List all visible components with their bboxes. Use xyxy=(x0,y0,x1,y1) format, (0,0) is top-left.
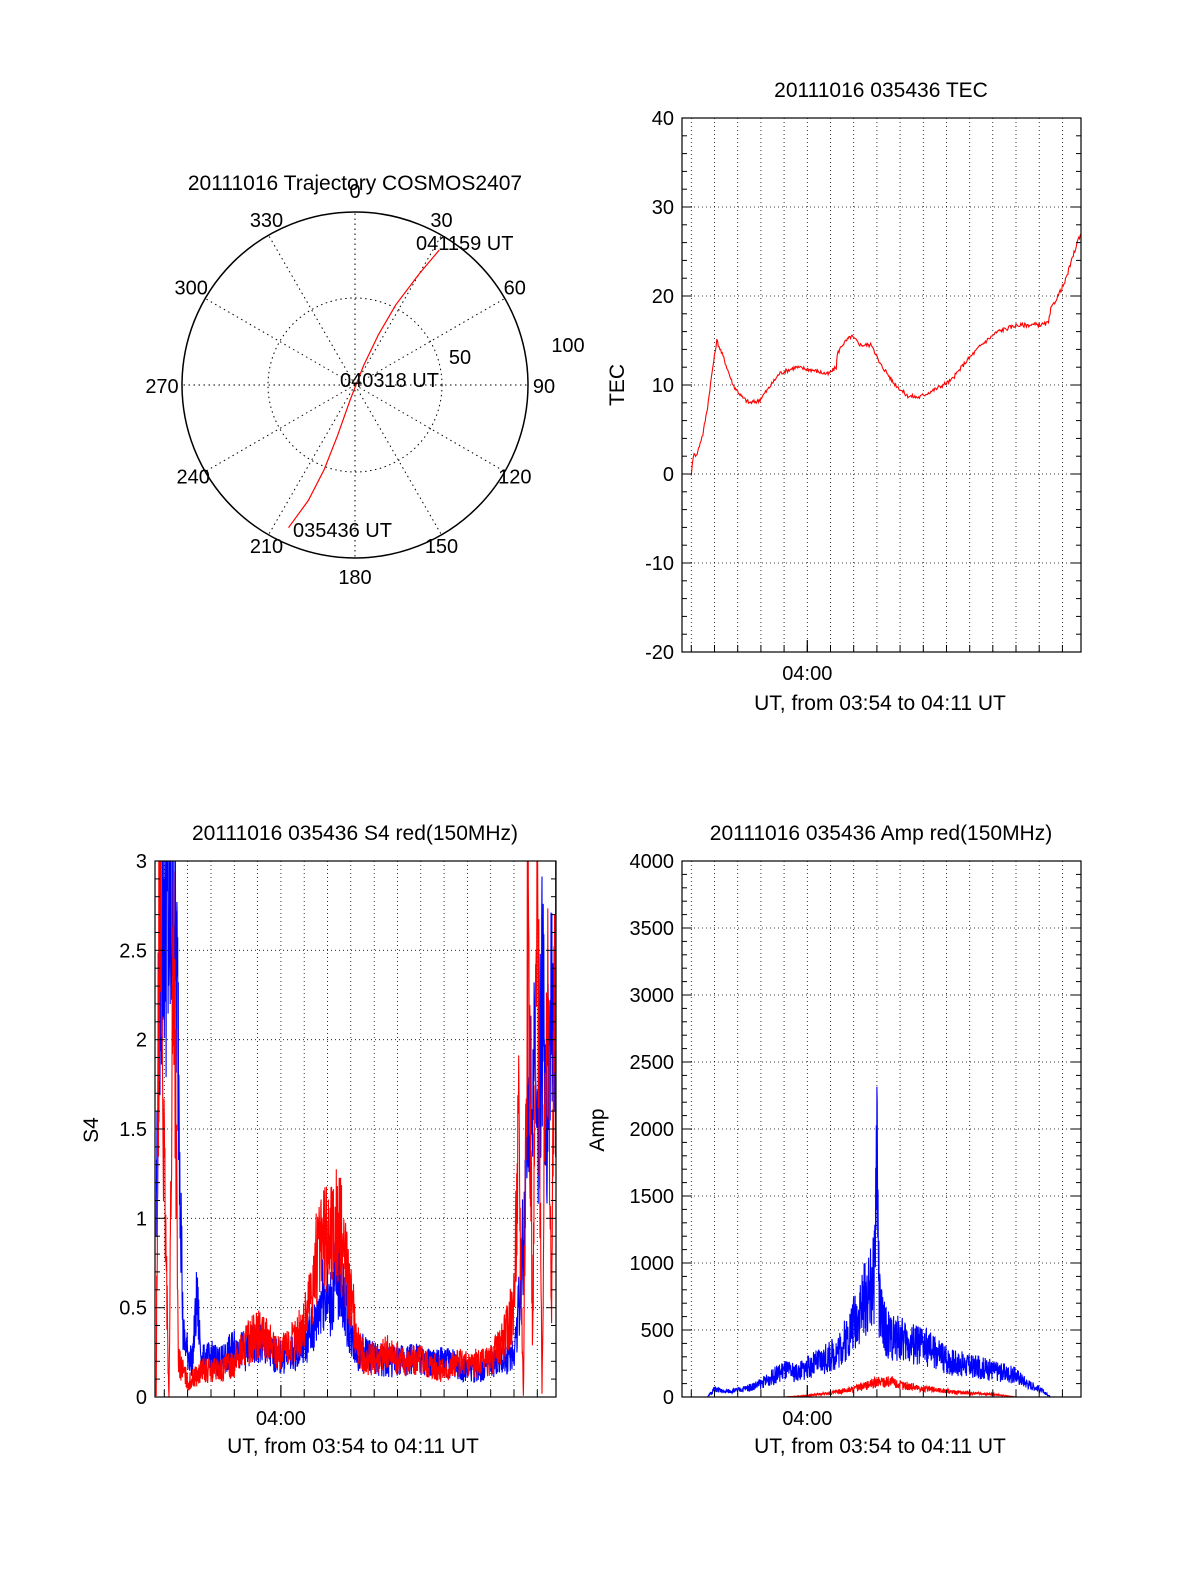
polar-azimuth-label: 60 xyxy=(504,278,526,300)
polar-azimuth-label: 300 xyxy=(175,278,208,300)
y-tick-label: 500 xyxy=(641,1320,674,1342)
y-tick-label: 3 xyxy=(136,851,147,873)
y-tick-label: 40 xyxy=(652,108,674,130)
polar-azimuth-label: 120 xyxy=(498,467,531,489)
amp-grid xyxy=(682,861,1081,1397)
polar-azimuth-label: 270 xyxy=(145,376,178,398)
y-tick-label: 2000 xyxy=(630,1119,675,1141)
tec-panel: 20111016 035436 TEC -20 -10 0 10 20 30 40 04:00… xyxy=(606,79,1082,715)
y-tick-label: 10 xyxy=(652,375,674,397)
polar-rim xyxy=(181,211,529,559)
y-tick-label: 1000 xyxy=(630,1253,675,1275)
amp-ylabel: Amp xyxy=(586,1108,609,1151)
x-tick-label: 04:00 xyxy=(782,663,832,685)
polar-spoke xyxy=(204,384,356,472)
polar-spokes xyxy=(182,212,528,558)
y-tick-label: 0 xyxy=(136,1387,147,1409)
y-tick-label: 20 xyxy=(652,286,674,308)
amp-xlabel: UT, from 03:54 to 04:11 UT xyxy=(754,1435,1006,1458)
polar-grid-ring-50 xyxy=(267,297,443,473)
tec-plot-frame xyxy=(681,117,1082,653)
y-tick-label: 3500 xyxy=(630,918,675,940)
polar-annotation-mid: 040318 UT xyxy=(340,370,439,392)
y-tick-label: 30 xyxy=(652,197,674,219)
series-line-blue xyxy=(682,1086,1081,1397)
y-tick-label: 2 xyxy=(136,1030,147,1052)
polar-spoke xyxy=(354,234,442,386)
y-tick-label: 0 xyxy=(663,1387,674,1409)
polar-trajectory-panel: 20111016 Trajectory COSMOS2407 0 30 60 90 12… xyxy=(145,172,584,589)
polar-radial-label-50: 50 xyxy=(449,347,471,369)
s4-xlabel: UT, from 03:54 to 04:11 UT xyxy=(227,1435,479,1458)
x-tick-label: 04:00 xyxy=(782,1408,832,1430)
amp-series xyxy=(682,1086,1081,1397)
s4-ticks: 0 0.5 1 1.5 2 2.5 3 04:00 xyxy=(119,851,556,1430)
polar-annotation-start: 035436 UT xyxy=(293,520,392,542)
tec-title: 20111016 035436 TEC xyxy=(774,79,988,102)
polar-spoke xyxy=(354,298,506,386)
polar-title: 20111016 Trajectory COSMOS2407 xyxy=(188,172,522,195)
s4-title: 20111016 035436 S4 red(150MHz) xyxy=(192,822,518,845)
x-tick-label: 04:00 xyxy=(256,1408,306,1430)
polar-spoke xyxy=(354,384,442,536)
y-tick-label: 0.5 xyxy=(119,1298,147,1320)
polar-azimuth-label: 150 xyxy=(425,536,458,558)
series-line-red xyxy=(690,233,1081,476)
y-tick-label: 3000 xyxy=(630,985,675,1007)
polar-azimuth-label: 0 xyxy=(349,181,360,203)
s4-panel: 20111016 035436 S4 red(150MHz) 0 0.5 1 1.5 2… xyxy=(80,822,557,1458)
polar-trajectory-line xyxy=(288,249,440,529)
polar-spoke xyxy=(354,384,506,472)
polar-spoke xyxy=(268,234,356,386)
polar-azimuth-label: 330 xyxy=(250,210,283,232)
y-tick-label: -20 xyxy=(645,642,674,664)
amp-ticks: 0 500 1000 1500 2000 2500 3000 3500 4000 04:00 xyxy=(630,851,1081,1430)
amp-panel: 20111016 035436 Amp red(150MHz) 0 500 1000… xyxy=(586,822,1082,1458)
polar-annotation-end: 041159 UT xyxy=(416,233,513,255)
series-line-red xyxy=(155,861,556,1397)
y-tick-label: 1500 xyxy=(630,1186,675,1208)
y-tick-label: 1 xyxy=(136,1208,147,1230)
s4-grid xyxy=(155,861,556,1397)
polar-azimuth-label: 240 xyxy=(177,467,210,489)
tec-ticks: -20 -10 0 10 20 30 40 04:00 xyxy=(645,108,1081,685)
y-tick-label: 2.5 xyxy=(119,940,147,962)
tec-grid xyxy=(682,118,1081,652)
polar-azimuth-label: 180 xyxy=(338,567,371,589)
amp-title: 20111016 035436 Amp red(150MHz) xyxy=(710,822,1052,845)
polar-azimuth-labels: 0 30 60 90 120 150 180 210 240 270 300 330 xyxy=(145,181,555,589)
tec-ylabel: TEC xyxy=(606,364,629,406)
s4-ylabel: S4 xyxy=(80,1117,103,1143)
polar-azimuth-label: 30 xyxy=(430,210,452,232)
polar-radial-label-100: 100 xyxy=(551,335,584,357)
tec-xlabel: UT, from 03:54 to 04:11 UT xyxy=(754,692,1006,715)
y-tick-label: 4000 xyxy=(630,851,675,873)
polar-azimuth-label: 90 xyxy=(533,376,555,398)
polar-azimuth-label: 210 xyxy=(250,536,283,558)
y-tick-label: 0 xyxy=(663,464,674,486)
polar-spoke xyxy=(268,384,356,536)
y-tick-label: 2500 xyxy=(630,1052,675,1074)
y-tick-label: -10 xyxy=(645,553,674,575)
polar-spoke xyxy=(204,298,356,386)
y-tick-label: 1.5 xyxy=(119,1119,147,1141)
s4-series xyxy=(155,861,556,1397)
tec-series xyxy=(690,233,1081,476)
